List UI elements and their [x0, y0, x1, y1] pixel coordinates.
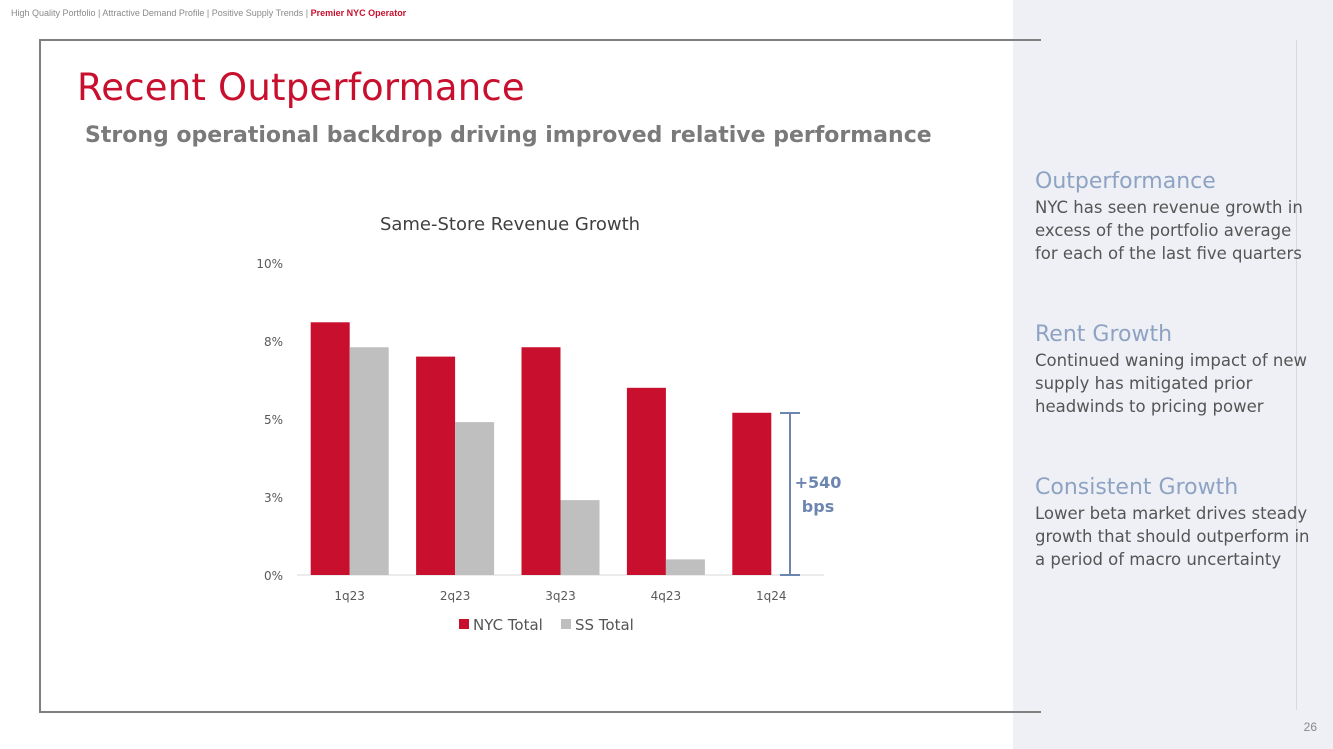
annotation-value: +540 — [795, 473, 842, 492]
bar-nyc-total-1q24 — [732, 412, 772, 575]
page-title: Recent Outperformance — [77, 66, 525, 109]
sidebar-text: NYC has seen revenue growth in excess of… — [1035, 198, 1303, 263]
bar-nyc-total-4q23 — [626, 387, 666, 575]
chart-title: Same-Store Revenue Growth — [380, 214, 640, 235]
x-tick-label: 2q23 — [440, 589, 471, 603]
legend-label-ss: SS Total — [575, 616, 634, 634]
x-tick-label: 1q24 — [756, 589, 787, 603]
x-tick-label: 4q23 — [651, 589, 682, 603]
sidebar-heading: Rent Growth — [1035, 322, 1173, 347]
sidebar-heading: Consistent Growth — [1035, 475, 1239, 500]
legend-label-nyc: NYC Total — [473, 616, 543, 634]
bar-ss-total-1q23 — [349, 347, 389, 575]
annotation-unit: bps — [802, 497, 834, 516]
chart-svg: Same-Store Revenue Growth 0% 3% 5% 8% 10% 1q… — [256, 214, 842, 634]
y-tick-label: 8% — [264, 335, 283, 349]
sidebar-section-rent-growth: Rent Growth Continued waning impact of n… — [1035, 321, 1315, 418]
y-tick-label: 10% — [256, 257, 283, 271]
bar-ss-total-4q23 — [665, 559, 705, 575]
breadcrumb: High Quality Portfolio | Attractive Dema… — [11, 8, 406, 18]
side-panel — [1013, 0, 1333, 749]
bar-nyc-total-2q23 — [416, 356, 456, 575]
bar-ss-total-3q23 — [560, 500, 600, 575]
breadcrumb-trail: High Quality Portfolio | Attractive Dema… — [11, 8, 311, 18]
bar-ss-total-2q23 — [455, 422, 495, 575]
sidebar-text: Lower beta market drives steady growth t… — [1035, 504, 1310, 569]
content-frame — [39, 39, 1041, 713]
legend-swatch-ss — [561, 619, 571, 629]
bar-nyc-total-3q23 — [521, 347, 561, 575]
page-number: 26 — [1303, 720, 1317, 734]
sidebar-section-consistent-growth: Consistent Growth Lower beta market driv… — [1035, 474, 1315, 571]
x-tick-label: 3q23 — [545, 589, 576, 603]
y-tick-label: 5% — [264, 413, 283, 427]
legend-swatch-nyc — [459, 619, 469, 629]
page-subtitle: Strong operational backdrop driving impr… — [85, 123, 932, 148]
y-tick-label: 0% — [264, 569, 283, 583]
bar-nyc-total-1q23 — [310, 322, 350, 575]
y-tick-label: 3% — [264, 491, 283, 505]
sidebar-heading: Outperformance — [1035, 169, 1216, 194]
revenue-growth-chart: Same-Store Revenue Growth 0% 3% 5% 8% 10% 1q… — [240, 205, 860, 645]
sidebar-section-outperformance: Outperformance NYC has seen revenue grow… — [1035, 168, 1315, 265]
x-tick-label: 1q23 — [334, 589, 365, 603]
sidebar-text: Continued waning impact of new supply ha… — [1035, 351, 1308, 416]
side-panel-rule — [1296, 40, 1297, 710]
breadcrumb-active: Premier NYC Operator — [310, 8, 407, 18]
